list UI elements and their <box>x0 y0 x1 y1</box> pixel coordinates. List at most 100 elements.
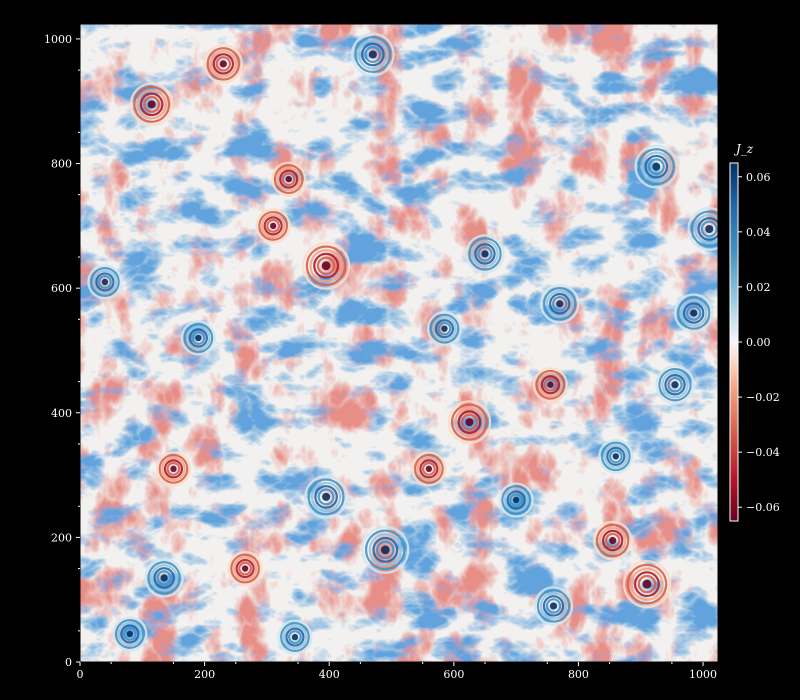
vortex-16 <box>227 550 263 587</box>
vortex-ring <box>309 249 343 283</box>
vortex-ring <box>372 536 399 563</box>
vortex-ring <box>364 46 382 63</box>
vortex-ring <box>276 166 301 192</box>
vortex-ring <box>503 487 529 513</box>
vortex-10 <box>447 400 492 444</box>
vortex-ring <box>255 208 291 244</box>
vortex-ring <box>316 256 336 275</box>
vortex-ring <box>310 481 342 513</box>
colorbar-tick-label: −0.06 <box>746 501 780 514</box>
vortex-14 <box>622 560 671 609</box>
vortex-ring <box>667 377 683 393</box>
vortex-ring <box>634 144 679 189</box>
vortex-ring <box>536 589 571 623</box>
vortex-26 <box>87 264 123 300</box>
vortex-ring <box>682 302 705 324</box>
vortex-ring <box>350 32 395 77</box>
vortex-ring <box>314 485 338 509</box>
vortex-0 <box>302 241 351 290</box>
vortex-12 <box>304 475 348 519</box>
y-tick-label: 200 <box>51 531 72 544</box>
vortex-ring <box>592 520 633 561</box>
vortex-ring <box>540 375 560 395</box>
vortex-ring <box>546 290 574 318</box>
vortex-ring <box>626 563 668 605</box>
vortex-ring <box>647 158 665 176</box>
vortex-ring <box>622 560 671 609</box>
vortex-ring <box>679 299 708 327</box>
vortex-13 <box>361 525 410 574</box>
vortex-ring <box>273 164 304 195</box>
vortex-ring <box>425 465 433 473</box>
vortex-ring <box>288 630 302 645</box>
vortex-ring <box>700 220 718 238</box>
vortex-ring <box>368 50 377 59</box>
vortex-ring <box>215 56 232 72</box>
plot-frame <box>79 23 719 663</box>
vortex-21 <box>271 161 307 197</box>
y-tick-label: 1000 <box>44 33 72 46</box>
vortex-ring <box>450 403 488 441</box>
vortex-ring <box>673 293 714 333</box>
vortex-19 <box>277 619 313 655</box>
vortex-ring <box>413 453 444 484</box>
vortex-ring <box>637 574 657 594</box>
vortex-ring <box>512 496 520 504</box>
vortex-ring <box>235 558 255 579</box>
vortex-ring <box>690 309 698 317</box>
vortex-ring <box>652 162 661 171</box>
vortex-ring <box>277 619 313 655</box>
vortex-ring <box>690 210 718 248</box>
vortex-ring <box>460 413 478 431</box>
vortex-ring <box>595 523 630 558</box>
vortex-ring <box>612 453 620 460</box>
vortex-ring <box>380 545 390 555</box>
vortex-ring <box>411 451 447 487</box>
vortex-ring <box>471 240 499 268</box>
vortex-ring <box>97 275 112 289</box>
vortex-27 <box>498 482 534 518</box>
vortex-ring <box>143 95 161 113</box>
vortex-ring <box>238 561 253 576</box>
vortex-ring <box>416 456 442 482</box>
vortex-ring <box>637 148 675 186</box>
vortex-ring <box>361 525 410 574</box>
y-axis: 0 200 400 600 800 1000 <box>44 33 80 669</box>
vortex-15 <box>144 558 184 598</box>
vortex-ring <box>421 461 436 476</box>
vortex-ring <box>266 218 281 233</box>
vortex-ring <box>539 592 568 620</box>
vortex-ring <box>280 622 310 652</box>
vortex-ring <box>426 311 463 347</box>
vortex-ring <box>465 234 505 274</box>
vortex-ring <box>188 328 208 348</box>
colorbar-tick-label: 0.02 <box>746 281 771 294</box>
vortex-ring <box>139 92 164 117</box>
vortex-ring <box>549 602 558 610</box>
vortex-ring <box>655 365 695 405</box>
colorbar: J_z 0.06 0.04 0.02 0.00 −0.02 −0.04 −0.06 <box>729 142 780 522</box>
x-axis: 0 200 400 600 800 1000 <box>77 662 717 681</box>
vortex-ring <box>606 446 626 466</box>
colorbar-tick-label: 0.06 <box>746 171 771 184</box>
vortex-ring <box>661 371 689 399</box>
vortex-ring <box>685 305 702 321</box>
vortex-ring <box>664 374 686 396</box>
vortex-ring <box>155 451 192 487</box>
vortex-ring <box>136 89 167 120</box>
vortex-ring <box>432 316 457 341</box>
vortex-ring <box>498 482 534 518</box>
vortex-ring <box>114 619 145 649</box>
vortex-22 <box>180 320 216 356</box>
vortex-ring <box>547 381 554 388</box>
vortex-ring <box>549 293 571 315</box>
vortex-layer <box>87 32 718 655</box>
vortex-11 <box>532 367 568 403</box>
heatmap <box>80 24 718 662</box>
vortex-ring <box>160 574 168 582</box>
vortex-ring <box>447 400 492 444</box>
vortex-ring <box>641 151 672 182</box>
vortex-ring <box>533 586 574 626</box>
y-tick-label: 600 <box>51 282 72 295</box>
vortex-ring <box>307 478 345 516</box>
